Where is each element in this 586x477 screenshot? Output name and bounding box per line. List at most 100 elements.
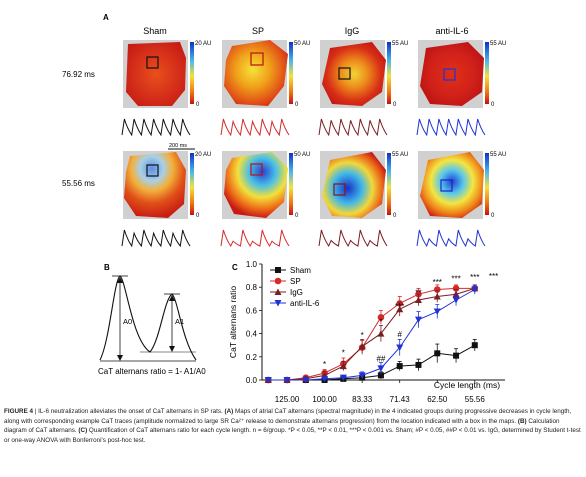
colorbar-sham-55: 20 AU 0 (190, 152, 211, 219)
roi-box (333, 183, 346, 196)
row-label-76: 76.92 ms (62, 70, 95, 79)
data-point-igg (414, 296, 422, 303)
map-anti-il6-76 (418, 40, 484, 108)
colorbar-sp-55: 50 AU 0 (289, 152, 310, 219)
data-point-sham (434, 350, 441, 357)
group-title-anti-il6: anti-IL-6 (435, 26, 468, 36)
svg-text:0: 0 (491, 213, 495, 219)
colorbar-sp-76: 50 AU 0 (289, 41, 310, 108)
svg-text:0: 0 (295, 102, 299, 108)
caption-b-text: Calculation diagram of CaT alternans. (4, 417, 560, 435)
legend-label-sp: SP (290, 277, 301, 286)
caption-figure-number: FIGURE 4 (4, 408, 34, 415)
map-sham-76 (123, 40, 188, 108)
data-point-sp (452, 285, 460, 292)
roi-box (250, 52, 264, 66)
alternans-chart: 125.00 100.00 83.33 71.43 62.50 55.56 0.0 0.2 0.… (228, 260, 505, 404)
group-title-igg: IgG (345, 26, 360, 36)
x-tick-label: 55.56 (465, 395, 486, 404)
data-point-igg (358, 342, 366, 350)
cat-trace-anti-il6-55 (416, 229, 486, 248)
caption-c-text: Quantification of CaT alternans ratio fo… (4, 427, 581, 444)
x-tick-label: 100.00 (312, 395, 337, 404)
x-tick-label: 125.00 (275, 395, 300, 404)
cat-trace-anti-il6-76 (416, 118, 486, 137)
svg-text:20 AU: 20 AU (195, 152, 211, 158)
y-tick-label: 0.0 (246, 376, 258, 385)
data-point-anti-il-6 (302, 377, 310, 384)
panel-label-c: C (232, 263, 238, 272)
significance-label: ## (376, 354, 385, 363)
legend-marker-anti-il-6 (274, 300, 282, 307)
y-tick-label: 0.6 (246, 306, 258, 315)
data-point-sp (377, 314, 385, 321)
data-point-anti-il-6 (396, 344, 404, 352)
series-line-sham (268, 344, 476, 381)
caption-b-label: (B) (516, 417, 527, 425)
data-point-anti-il-6 (339, 374, 347, 382)
significance-label: # (397, 330, 402, 339)
svg-text:20 AU: 20 AU (195, 41, 211, 47)
panel-label-a: A (103, 13, 109, 22)
cat-trace-igg-76 (318, 118, 388, 137)
data-point-sham (415, 361, 422, 368)
data-point-anti-il-6 (433, 308, 441, 316)
data-point-sham (377, 372, 384, 379)
data-point-anti-il-6 (358, 372, 366, 379)
cat-trace-sp-55 (220, 229, 290, 247)
roi-box (146, 164, 159, 177)
data-point-igg (396, 305, 404, 313)
significance-label: *** (395, 302, 404, 311)
scale-bar-label: 200 ms (169, 143, 187, 149)
x-tick-label: 62.50 (427, 395, 448, 404)
group-title-sp: SP (252, 26, 264, 36)
x-tick-label: 83.33 (352, 395, 373, 404)
significance-label: ** (415, 288, 421, 297)
svg-text:50 AU: 50 AU (294, 41, 310, 47)
data-point-sham (396, 363, 403, 370)
caption-c-label: (C) (76, 427, 88, 435)
significance-label: *** (451, 274, 460, 283)
svg-text:0: 0 (295, 213, 299, 219)
roi-box (250, 163, 263, 176)
data-point-igg (433, 292, 441, 300)
series-line-anti-il-6 (268, 289, 476, 381)
map-anti-il6-55 (418, 151, 484, 219)
y-tick-label: 1.0 (246, 260, 258, 269)
alternans-formula: CaT alternans ratio = 1- A1/A0 (98, 367, 206, 376)
legend-label-anti-il-6: anti-IL-6 (290, 299, 320, 308)
data-point-sham (471, 342, 478, 349)
significance-label: * (379, 317, 382, 326)
map-sp-76 (222, 40, 288, 108)
legend-marker-igg (274, 288, 282, 295)
roi-box (440, 179, 453, 192)
y-axis-label: CaT alternans ratio (228, 286, 238, 358)
significance-label: *** (470, 273, 479, 282)
data-point-sp (433, 286, 441, 293)
roi-box (146, 56, 159, 69)
map-igg-55 (320, 151, 386, 219)
svg-text:55 AU: 55 AU (392, 41, 408, 47)
significance-label: *** (433, 278, 442, 287)
caption-title: | IL-6 neutralization alleviates the ons… (33, 408, 223, 415)
alternans-diagram (99, 275, 197, 362)
svg-text:55 AU: 55 AU (490, 152, 506, 158)
colorbar-sham-76: 20 AU 0 (190, 41, 211, 108)
figure-caption: FIGURE 4 | IL-6 neutralization alleviate… (4, 407, 582, 445)
significance-label: *** (489, 272, 498, 281)
colorbar-anti-il6-76: 55 AU 0 (485, 41, 506, 108)
significance-label: * (342, 349, 345, 358)
data-point-anti-il-6 (452, 296, 460, 304)
data-point-igg (339, 362, 347, 370)
legend-marker-sham (275, 267, 281, 273)
caption-a-label: (A) (222, 408, 234, 415)
caption-a-text: Maps of atrial CaT alternans (spectral m… (4, 408, 572, 425)
cat-trace-sham-55 (121, 229, 191, 248)
panel-label-b: B (104, 263, 110, 272)
cat-trace-sp-76 (220, 118, 290, 137)
svg-text:50 AU: 50 AU (294, 152, 310, 158)
colorbar-anti-il6-55: 55 AU 0 (485, 152, 506, 219)
x-axis-label: Cycle length (ms) (434, 380, 500, 390)
group-title-sham: Sham (143, 26, 167, 36)
data-point-anti-il-6 (471, 286, 479, 294)
